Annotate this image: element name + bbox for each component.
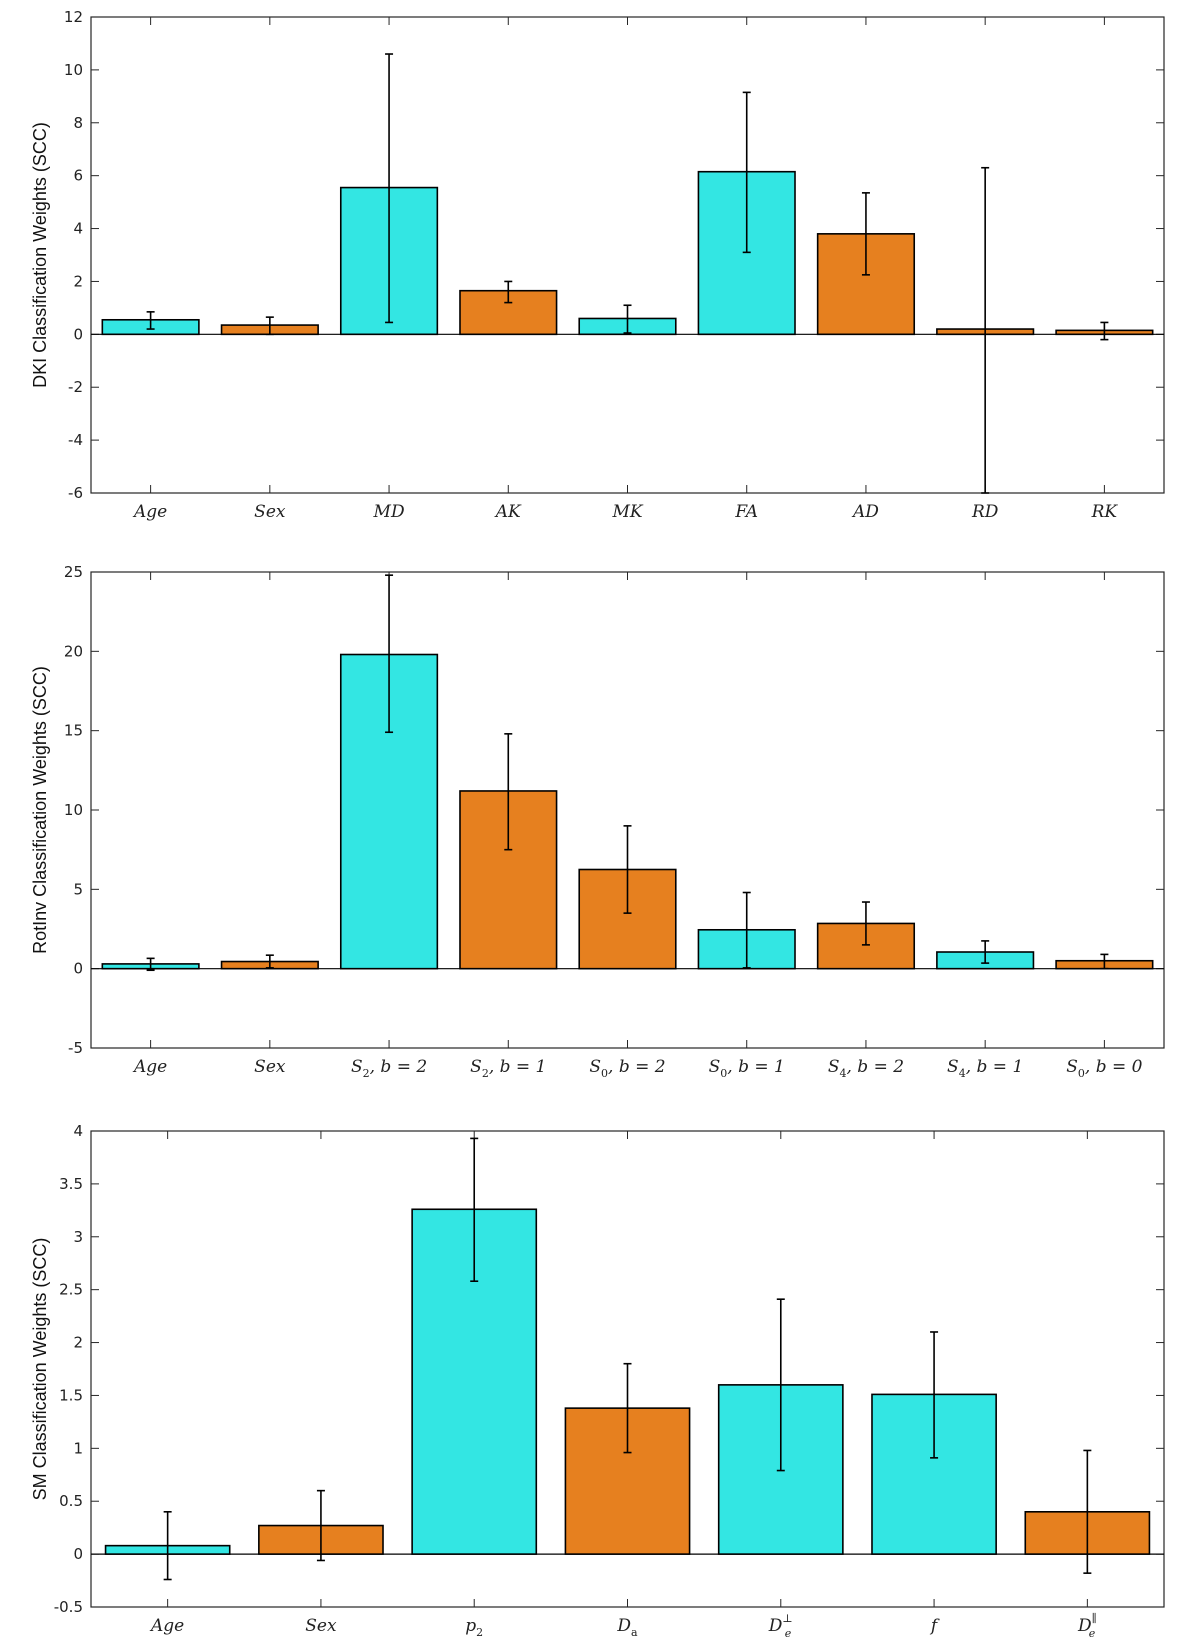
error-bar [1100,321,1109,341]
x-category-label: p2 [465,1616,483,1639]
error-bar [316,1489,325,1562]
y-tick-label: 2.5 [59,1281,83,1299]
y-tick-label: 20 [64,642,83,660]
y-tick-label: 10 [64,61,83,79]
x-category-label: Sex [254,502,286,522]
y-tick-label: 3 [73,1228,83,1246]
y-tick-label: -2 [68,378,83,396]
x-category-label: D∥ e [1077,1612,1097,1640]
y-tick-label: 2 [73,272,83,290]
error-bar [1083,1449,1092,1574]
error-bar [163,1511,172,1581]
y-tick-label: 1.5 [59,1386,83,1404]
axes-box [90,571,1165,1049]
x-category-label: D⊥ e [768,1612,793,1640]
x-category-label: FA [734,502,758,522]
x-category-label: S0, b = 2 [589,1057,665,1080]
y-tick-label: 6 [73,167,83,185]
error-bar [930,1331,939,1459]
x-category-label: RK [1091,502,1119,522]
y-tick-label: 15 [64,722,83,740]
y-tick-label: 10 [64,801,83,819]
y-tick-label: 0 [73,960,83,978]
y-axis-label: RotInv Classification Weights (SCC) [30,666,50,954]
error-bar [776,1298,785,1472]
error-bar [623,825,632,914]
y-tick-label: -0.5 [54,1598,83,1616]
error-bar [742,891,751,969]
y-tick-label: 0.5 [59,1492,83,1510]
error-bar [146,311,155,330]
error-bar [981,940,990,964]
x-category-label: MD [373,502,405,522]
y-tick-label: 4 [73,1122,83,1140]
x-category-label: Age [132,1057,167,1077]
y-tick-label: -5 [68,1039,83,1057]
y-tick-label: 8 [73,114,83,132]
error-bar [470,1137,479,1283]
y-axis-label: SM Classification Weights (SCC) [30,1238,50,1501]
x-category-label: AK [494,502,522,522]
x-category-label: Age [132,502,167,522]
y-tick-label: 12 [64,8,83,26]
x-category-label: Da [616,1616,638,1639]
error-bar [623,1362,632,1454]
y-tick-label: 2 [73,1334,83,1352]
x-category-label: Age [149,1616,184,1636]
axes-box [90,16,1165,494]
x-category-label: S2, b = 1 [470,1057,546,1080]
x-category-label: f [929,1616,940,1636]
x-category-label: Sex [254,1057,286,1077]
y-tick-label: 0 [73,325,83,343]
y-tick-label: -4 [68,431,83,449]
error-bar [385,574,394,734]
x-category-label: S4, b = 2 [828,1057,904,1080]
x-category-label: AD [851,502,879,522]
y-tick-label: 3.5 [59,1175,83,1193]
y-tick-label: 0 [73,1545,83,1563]
y-tick-label: -6 [68,484,83,502]
y-tick-label: 25 [64,563,83,581]
x-category-label: Sex [305,1616,337,1636]
error-bar [742,91,751,254]
y-tick-label: 5 [73,880,83,898]
error-bar [623,304,632,334]
x-category-label: RD [971,502,999,522]
x-category-label: S2, b = 2 [351,1057,427,1080]
x-category-label: MK [611,502,643,522]
y-tick-label: 1 [73,1439,83,1457]
error-bar [861,192,870,276]
x-category-label: S4, b = 1 [947,1057,1023,1080]
y-tick-label: 4 [73,220,83,238]
error-bar [504,280,513,304]
chart-panel-sm: -0.5 0 0.5 1 1.5 2 2.5 3 3.5 4 SM Classification W… [30,1122,1165,1640]
error-bar [265,954,274,969]
error-bar [981,166,990,494]
error-bar [504,733,513,851]
y-axis-label: DKI Classification Weights (SCC) [30,122,50,388]
error-bar [861,901,870,946]
chart-panel-dki: -6 -4 -2 0 2 4 6 8 10 12 DKI Classification Weight… [30,8,1165,522]
error-bar [385,53,394,324]
x-category-label: S0, b = 0 [1066,1057,1142,1080]
chart-panel-rotinv: -5 0 5 10 15 20 25 RotInv Classification Weight… [30,563,1165,1080]
x-category-label: S0, b = 1 [709,1057,785,1080]
